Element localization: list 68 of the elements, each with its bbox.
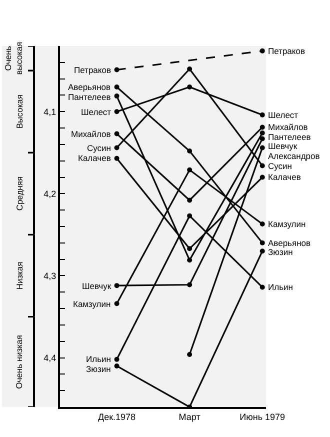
series-label: Пантелеев [268,132,312,142]
y-tick-label: 4,2 [44,188,56,199]
band-label: Высокая [14,94,24,129]
text: Калачев [78,153,111,163]
point [114,283,120,288]
point [260,163,265,168]
text: Михайлов [71,129,111,139]
series-label: Сусин [268,161,292,171]
text: Шевчук [268,141,298,151]
point [187,66,192,72]
series-label: Камзулин [268,219,306,229]
text: Зюзин [86,364,111,374]
point [260,248,265,254]
y-tick-label: 4,3 [44,270,56,281]
point [260,145,265,150]
point [260,112,265,118]
point [260,284,265,290]
point [260,136,265,142]
point [260,130,265,136]
point [114,301,120,306]
point [187,246,192,252]
series-label: Калачев [268,172,302,182]
point [187,148,192,154]
point [114,67,120,72]
y-tick-label: 4,4 [44,352,56,363]
series-label: Шелест [268,110,298,120]
point [187,213,192,218]
series-label: Аверьянов [268,238,311,248]
text: Шелест [81,107,112,117]
point [114,94,120,99]
point [114,145,120,150]
series-label: Ильин [268,282,294,292]
band-label: Очень высокая [3,41,24,75]
point [114,156,120,161]
x-tick-label: Дек.1978 [98,412,136,422]
point [260,222,265,227]
point [187,352,192,357]
series-label: Михайлов [268,122,308,132]
y-tick-label: 4,1 [44,106,56,117]
text: Пантелеев [68,92,111,102]
series-label: Шевчук [82,281,112,291]
point [260,124,265,130]
band-label: Средняя [14,176,24,211]
x-tick-label: Июнь 1979 [240,412,286,422]
point [187,282,192,288]
text: Сусин [87,143,111,153]
band-label: Очень низкая [14,334,24,389]
point [260,240,265,246]
point [114,131,120,136]
series-label: Александров [268,151,320,161]
point [114,109,120,114]
series-label: Петраков [268,46,306,56]
x-tick-label: Март [178,412,200,422]
text: Петраков [74,65,111,75]
point [187,258,192,263]
point [187,84,192,90]
point [187,198,192,203]
point [260,48,265,54]
point [114,356,120,362]
band-label: Низкая [14,261,24,290]
point [114,363,120,368]
point [187,167,192,172]
series-label: Зюзин [268,247,294,257]
text: Камзулин [73,299,111,309]
text: Аверьянов [68,82,111,92]
point [114,84,120,90]
point [260,174,265,180]
text: Ильин [86,354,111,364]
